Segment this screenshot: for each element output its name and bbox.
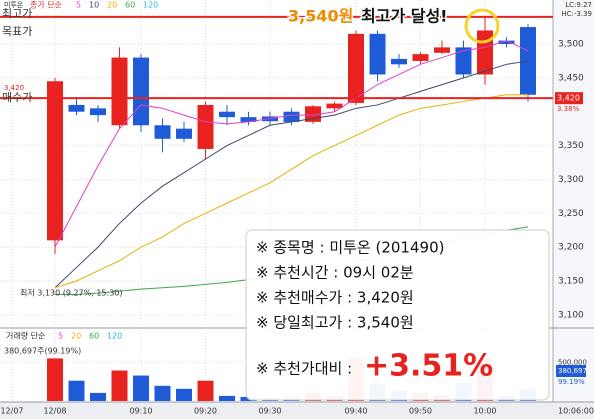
x-tick-label: 09:40 — [344, 407, 367, 416]
headline-text: 최고가 달성! — [361, 7, 447, 26]
x-tick-label: 09:50 — [409, 407, 432, 416]
corner-note: HC:-3.39 — [561, 10, 592, 18]
volume-bar — [111, 370, 128, 401]
volume-bar — [176, 388, 192, 401]
reference-label: 최고가 — [2, 7, 32, 20]
candle-body — [111, 57, 128, 126]
volume-bar — [154, 385, 171, 401]
candle-body — [348, 33, 364, 103]
price-box — [555, 92, 583, 105]
legend-entry: 10 — [89, 1, 99, 10]
x-tick-label: 10:00 — [473, 407, 496, 416]
volume-info: 380,697주(99.19%) — [4, 347, 81, 356]
candle-body — [412, 54, 429, 61]
info-line: ※ 종목명 : 미투온 (201490) — [256, 239, 444, 257]
low-note: 최저 3,130 (9.27%, 15:30) — [20, 288, 123, 298]
volume-bar — [133, 375, 149, 401]
legend-entry: 60 — [125, 1, 135, 10]
x-tick-label: 12/08 — [43, 407, 66, 416]
target-label: 목표가 — [2, 25, 32, 38]
annotation: 3,540원 최고가 달성! ※ 종목명 : 미투온 (201490) ※ 추천… — [245, 5, 550, 401]
headline-value: 3,540원 — [288, 7, 353, 26]
candle-body — [498, 40, 515, 45]
y-tick-label: 3,450 — [558, 73, 584, 83]
candle-body — [369, 33, 386, 75]
info-line: ※ 당일최고가 : 3,540원 — [256, 314, 414, 332]
current-time: 10:06:00 — [558, 407, 594, 416]
y-tick-label: 3,100 — [558, 310, 584, 320]
candle-body — [176, 128, 192, 139]
y-tick-label: 3,500 — [558, 40, 584, 50]
volume-bar — [47, 358, 63, 401]
ma-line — [54, 60, 529, 289]
right-axis-bg — [553, 0, 594, 402]
candle-body — [434, 47, 450, 53]
candle-body — [240, 117, 257, 122]
info-line: ※ 추천매수가 : 3,420원 — [256, 289, 414, 307]
reference-label: 매수가 — [2, 91, 32, 104]
volume-bar — [197, 380, 214, 401]
candle-body — [455, 47, 472, 75]
legend-entry: 60 — [89, 332, 99, 341]
volume-bar — [90, 392, 106, 401]
candle-body — [219, 111, 235, 118]
x-tick-label: 09:30 — [258, 407, 281, 416]
x-tick-label: 09:20 — [194, 407, 217, 416]
candle-body — [477, 30, 493, 75]
legend-entry: 120 — [107, 332, 122, 341]
legend-entry: 120 — [143, 1, 158, 10]
price-change: 3.38% — [557, 105, 580, 113]
candle-body — [47, 81, 63, 241]
price-box-label: 3,420 — [557, 94, 580, 103]
candle-body — [68, 104, 85, 112]
candle-body — [197, 104, 214, 149]
corner-note: LC:9.27 — [565, 1, 592, 9]
candle-body — [391, 58, 407, 65]
stock-name: 미투온 — [4, 0, 24, 9]
legend-entry: 20 — [71, 332, 81, 341]
legend-entry: 20 — [107, 1, 117, 10]
legend-title: 종가 단순 — [30, 0, 62, 10]
volume-bar — [219, 395, 235, 401]
y-tick-label: 3,350 — [558, 141, 584, 151]
candle-body — [154, 125, 171, 139]
volume-current: 380,697 — [558, 367, 587, 375]
legend-entry: 5 — [76, 1, 81, 10]
time-axis-bg — [0, 402, 594, 419]
reference-value: 3,420 — [4, 84, 24, 92]
y-tick-label: 3,150 — [558, 276, 584, 286]
y-tick-label: 3,300 — [558, 175, 584, 185]
x-tick-label: 12/07 — [0, 407, 23, 416]
candle-body — [90, 108, 106, 116]
result-value: +3.51% — [364, 349, 493, 384]
volume-change: 99.19% — [558, 378, 585, 386]
y-tick-label: 500,000 — [558, 358, 587, 366]
ma-line — [54, 40, 529, 248]
highlight-circle — [464, 8, 500, 44]
ma-line — [54, 94, 528, 289]
info-line: ※ 추천시간 : 09시 02분 — [256, 264, 414, 282]
y-tick-label: 3,250 — [558, 209, 584, 219]
legend-entry: 5 — [58, 332, 63, 341]
volume-box — [556, 365, 586, 377]
result-label: ※ 추천가대비 : — [256, 360, 352, 378]
candle-body — [283, 111, 300, 122]
candle-body — [326, 103, 343, 109]
info-box — [245, 229, 550, 401]
volume-title: 거래량 단순 — [6, 331, 45, 341]
candle-body — [133, 57, 149, 126]
y-tick-label: 3,200 — [558, 243, 584, 253]
x-tick-label: 09:10 — [129, 407, 152, 416]
volume-bar — [68, 380, 85, 401]
